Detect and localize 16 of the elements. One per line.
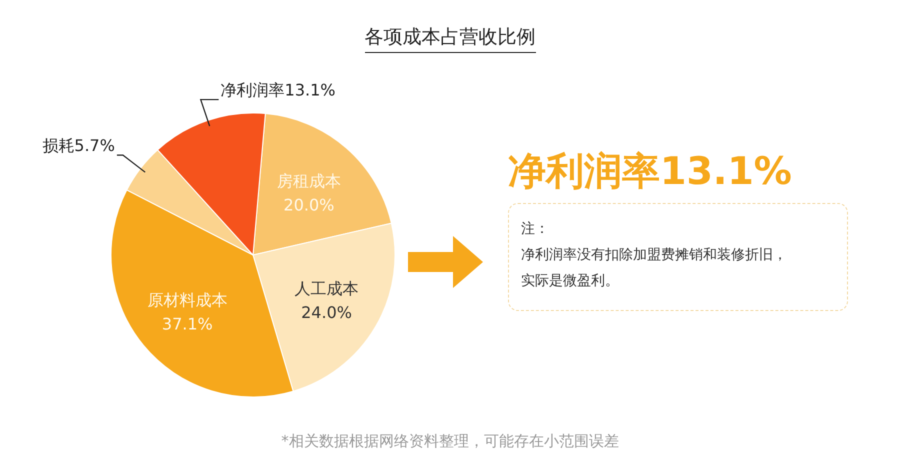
text: *相关数据根据网络资料整理，可能存在小范围误差 — [280, 432, 620, 451]
slice-label: 房租成本 — [276, 172, 341, 191]
data-label: 37.1% — [162, 314, 213, 334]
slice-label: 人工成本 — [294, 279, 359, 298]
text: 注： — [521, 220, 550, 239]
text: 实际是微盈利。 — [521, 272, 620, 291]
data-label: 20.0% — [284, 196, 334, 215]
data-label: 13.1% — [284, 80, 336, 100]
data-label: 5.7% — [74, 136, 115, 156]
text: 各项成本占营收比例 — [364, 26, 536, 53]
text: 净利润率13.1% — [508, 148, 792, 195]
slice-label: 净利润率 — [220, 80, 285, 100]
slice-label: 损耗 — [42, 136, 74, 156]
text: 净利润率没有扣除加盟费摊销和装修折旧， — [521, 246, 788, 265]
data-label: 24.0% — [301, 303, 352, 322]
slice-label: 原材料成本 — [147, 290, 228, 310]
